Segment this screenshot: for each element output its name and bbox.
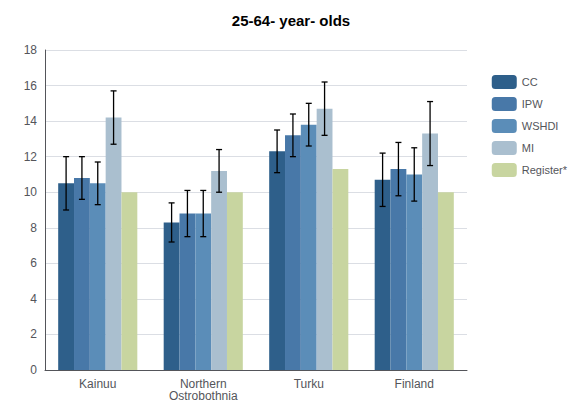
svg-text:0: 0 bbox=[30, 363, 37, 377]
svg-text:CC: CC bbox=[522, 76, 538, 88]
svg-text:Kainuu: Kainuu bbox=[79, 377, 116, 391]
svg-text:8: 8 bbox=[30, 221, 37, 235]
svg-text:10: 10 bbox=[24, 185, 38, 199]
svg-text:WSHDI: WSHDI bbox=[522, 120, 559, 132]
svg-text:Ostrobothnia: Ostrobothnia bbox=[169, 389, 238, 403]
svg-text:Northern: Northern bbox=[179, 377, 227, 391]
svg-text:MI: MI bbox=[522, 142, 534, 154]
svg-text:Turku: Turku bbox=[294, 377, 324, 391]
svg-text:Register*: Register* bbox=[522, 164, 568, 176]
svg-text:25-64- year- olds: 25-64- year- olds bbox=[232, 12, 350, 29]
svg-text:18: 18 bbox=[24, 43, 38, 57]
svg-text:6: 6 bbox=[30, 256, 37, 270]
svg-text:2: 2 bbox=[30, 327, 37, 341]
svg-text:14: 14 bbox=[24, 114, 38, 128]
svg-text:4: 4 bbox=[30, 292, 37, 306]
svg-text:Finland: Finland bbox=[395, 377, 434, 391]
svg-text:16: 16 bbox=[24, 79, 38, 93]
svg-text:12: 12 bbox=[24, 150, 38, 164]
svg-text:IPW: IPW bbox=[522, 98, 543, 110]
